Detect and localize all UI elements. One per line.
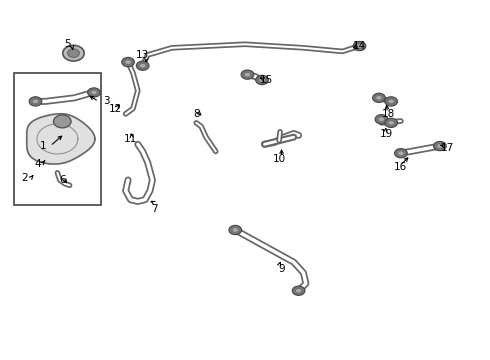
Circle shape <box>376 95 382 100</box>
Text: 2: 2 <box>22 173 28 183</box>
Circle shape <box>353 41 366 51</box>
Text: 13: 13 <box>136 50 149 60</box>
Text: 6: 6 <box>59 175 66 185</box>
Circle shape <box>241 70 254 79</box>
Text: 4: 4 <box>35 159 41 169</box>
Text: 15: 15 <box>260 75 273 85</box>
Circle shape <box>232 228 239 232</box>
Circle shape <box>29 97 42 106</box>
Text: 3: 3 <box>103 96 109 107</box>
Circle shape <box>136 61 149 70</box>
Circle shape <box>88 88 100 97</box>
Text: 5: 5 <box>64 39 71 49</box>
Circle shape <box>295 288 302 293</box>
Text: 10: 10 <box>272 154 286 163</box>
Circle shape <box>437 144 443 148</box>
Circle shape <box>68 49 79 58</box>
Circle shape <box>373 93 385 103</box>
Circle shape <box>388 121 394 125</box>
Circle shape <box>91 90 97 95</box>
Text: 9: 9 <box>278 264 285 274</box>
Circle shape <box>388 99 394 104</box>
Circle shape <box>385 97 397 106</box>
Circle shape <box>375 114 388 124</box>
Circle shape <box>434 141 446 151</box>
Text: 1: 1 <box>40 141 46 151</box>
Circle shape <box>259 78 265 82</box>
Text: 7: 7 <box>151 203 158 213</box>
Circle shape <box>245 72 250 77</box>
Circle shape <box>53 115 71 128</box>
Text: 12: 12 <box>109 104 122 113</box>
Polygon shape <box>27 114 95 164</box>
Circle shape <box>356 44 363 48</box>
Circle shape <box>378 117 385 122</box>
Circle shape <box>256 75 269 85</box>
Text: 19: 19 <box>380 129 393 139</box>
Circle shape <box>122 58 134 67</box>
Circle shape <box>394 149 407 158</box>
Text: 14: 14 <box>353 41 366 51</box>
Circle shape <box>63 45 84 61</box>
Circle shape <box>398 151 404 156</box>
Circle shape <box>292 286 305 296</box>
Circle shape <box>229 225 242 235</box>
Circle shape <box>125 60 131 64</box>
Text: 8: 8 <box>193 109 199 119</box>
Text: 11: 11 <box>124 134 137 144</box>
Circle shape <box>140 63 146 68</box>
Text: 17: 17 <box>441 143 454 153</box>
Text: 18: 18 <box>382 109 395 119</box>
Circle shape <box>32 99 39 104</box>
Text: 16: 16 <box>394 162 408 172</box>
Bar <box>14 73 101 205</box>
Circle shape <box>385 118 397 127</box>
